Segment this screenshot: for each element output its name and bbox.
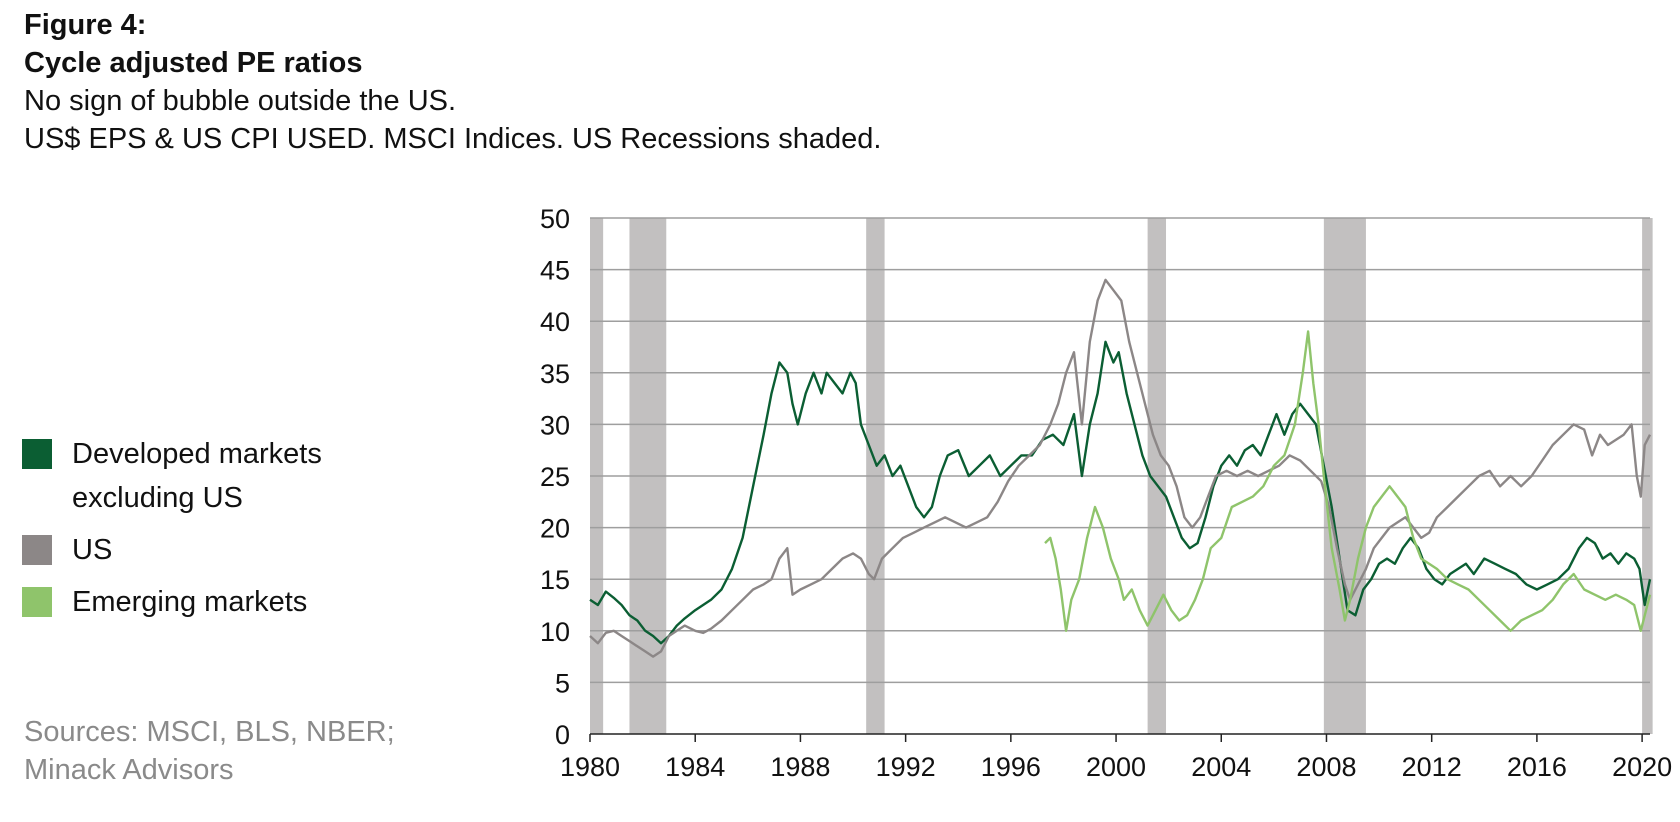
legend-item-us: US — [22, 528, 412, 572]
legend-swatch-developed — [22, 439, 52, 469]
x-tick-label-1980: 1980 — [560, 752, 620, 782]
x-tick-label-2000: 2000 — [1086, 752, 1146, 782]
x-tick-label-1984: 1984 — [665, 752, 725, 782]
legend-label-developed: Developed markets excluding US — [72, 438, 322, 514]
y-tick-label-45: 45 — [540, 256, 570, 286]
figure-header: Figure 4: Cycle adjusted PE ratios No si… — [24, 6, 881, 158]
series-lines — [589, 278, 1652, 658]
y-tick-label-0: 0 — [555, 720, 570, 750]
x-tick-label-1996: 1996 — [981, 752, 1041, 782]
y-tick-label-25: 25 — [540, 462, 570, 492]
x-tick-label-1992: 1992 — [876, 752, 936, 782]
legend-label-emerging: Emerging markets — [72, 586, 308, 618]
series-line-1 — [589, 278, 1652, 658]
series-line-2 — [1044, 330, 1652, 632]
y-tick-label-35: 35 — [540, 359, 570, 389]
x-tick-label-2020: 2020 — [1612, 752, 1672, 782]
y-tick-label-20: 20 — [540, 514, 570, 544]
chart-legend: Developed markets excluding US US Emergi… — [22, 432, 412, 632]
x-tick-label-1988: 1988 — [770, 752, 830, 782]
series-line-0 — [589, 340, 1652, 645]
legend-label-us: US — [72, 534, 113, 566]
y-tick-label-10: 10 — [540, 617, 570, 647]
y-tick-label-30: 30 — [540, 410, 570, 440]
chart-title: Cycle adjusted PE ratios — [24, 47, 363, 79]
y-tick-label-15: 15 — [540, 565, 570, 595]
chart-subtitle-2: US$ EPS & US CPI USED. MSCI Indices. US … — [24, 123, 882, 155]
chart-subtitle-1: No sign of bubble outside the US. — [24, 85, 457, 117]
legend-swatch-us — [22, 535, 52, 565]
axes: 0 5 10 15 20 25 30 35 40 45 50 1980 1984 1988 1992 1996… — [540, 204, 1672, 782]
y-tick-label-50: 50 — [540, 204, 570, 234]
x-tick-label-2012: 2012 — [1402, 752, 1462, 782]
x-tick-label-2016: 2016 — [1507, 752, 1567, 782]
sources-note: Sources: MSCI, BLS, NBER; Minack Advisor… — [24, 716, 395, 786]
legend-swatch-emerging — [22, 587, 52, 617]
y-tick-label-5: 5 — [555, 668, 570, 698]
y-tick-label-40: 40 — [540, 307, 570, 337]
figure-label: Figure 4: — [24, 9, 147, 41]
x-tick-label-2008: 2008 — [1296, 752, 1356, 782]
legend-item-developed: Developed markets excluding US — [22, 432, 412, 520]
legend-item-emerging: Emerging markets — [22, 580, 412, 624]
x-tick-label-2004: 2004 — [1191, 752, 1251, 782]
